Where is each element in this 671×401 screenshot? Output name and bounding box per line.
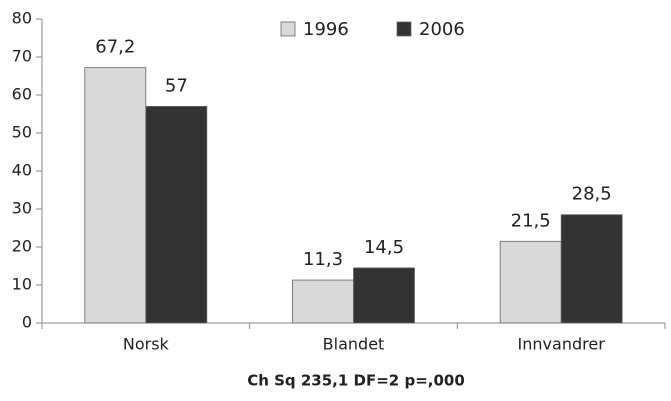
legend-label: 2006 <box>419 19 465 40</box>
legend-swatch <box>396 21 412 37</box>
y-tick-label: 60 <box>12 85 32 104</box>
y-tick-label: 70 <box>12 47 32 66</box>
x-axis-label: Ch Sq 235,1 DF=2 p=,000 <box>247 372 465 390</box>
y-tick-label: 0 <box>22 313 32 332</box>
y-tick-label: 20 <box>12 237 32 256</box>
y-tick-label: 30 <box>12 199 32 218</box>
x-tick-label: Innvandrer <box>518 335 606 354</box>
bar <box>499 240 562 324</box>
bar <box>292 279 354 324</box>
legend-swatch <box>280 21 296 37</box>
value-label: 67,2 <box>95 37 135 58</box>
y-tick-label: 50 <box>12 123 32 142</box>
y-tick-label: 10 <box>12 275 32 294</box>
value-label: 11,3 <box>303 249 343 270</box>
value-label: 14,5 <box>364 237 404 258</box>
x-tick-label: Norsk <box>123 335 170 354</box>
value-label: 28,5 <box>572 184 612 205</box>
legend-label: 1996 <box>303 19 349 40</box>
y-tick-label: 40 <box>12 161 32 180</box>
value-label: 57 <box>165 75 188 96</box>
value-label: 21,5 <box>511 210 551 231</box>
bar <box>560 214 623 324</box>
bar <box>84 67 147 324</box>
x-tick-label: Blandet <box>323 335 385 354</box>
y-tick-label: 80 <box>12 9 32 28</box>
bar <box>145 106 208 324</box>
bar <box>353 267 415 324</box>
